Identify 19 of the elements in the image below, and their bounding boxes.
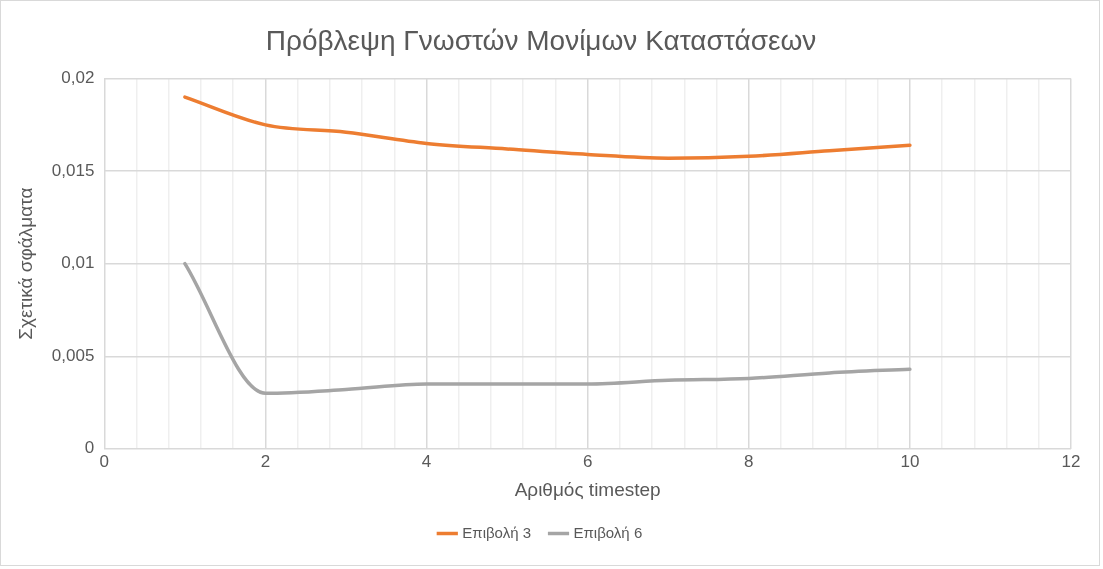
y-axis-title: Σχετικά σφάλματα [14, 187, 36, 340]
legend-label: Επιβολή 6 [573, 523, 643, 541]
chart-title: Πρόβλεψη Γνωστών Μονίμων Καταστάσεων [265, 24, 817, 56]
x-tick-label: 8 [744, 451, 754, 471]
x-tick-label: 6 [582, 451, 593, 471]
x-tick-label: 2 [260, 451, 271, 471]
x-tick-label: 10 [900, 451, 920, 471]
line-series [183, 261, 912, 396]
y-tick-label: 0,01 [61, 253, 95, 273]
y-tick-label: 0,02 [61, 68, 95, 88]
y-tick-label: 0 [84, 438, 95, 458]
x-tick-label: 12 [1061, 451, 1081, 471]
x-tick-label: 4 [421, 451, 432, 471]
y-tick-label: 0,015 [51, 160, 95, 180]
legend-label: Επιβολή 3 [462, 523, 532, 541]
y-tick-label: 0,005 [51, 345, 95, 365]
line-series [183, 95, 912, 160]
x-axis-title: Αριθμός timestep [514, 478, 661, 500]
x-tick-label: 0 [99, 451, 110, 471]
